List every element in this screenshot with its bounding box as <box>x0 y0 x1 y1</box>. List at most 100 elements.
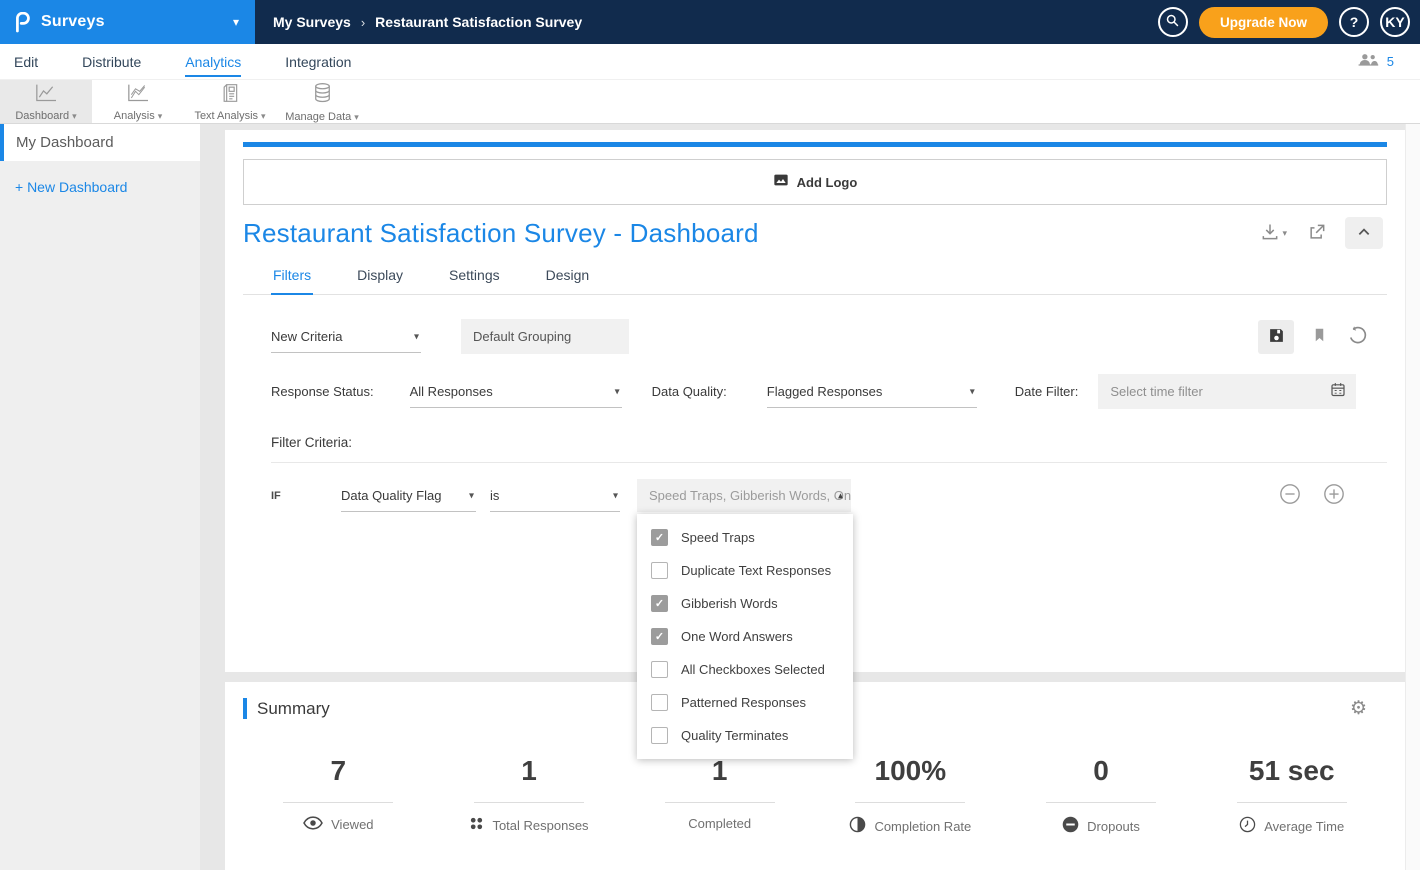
tab-filters[interactable]: Filters <box>271 259 313 295</box>
chevron-up-icon <box>1355 225 1373 242</box>
tab-design[interactable]: Design <box>544 259 592 295</box>
help-button[interactable]: ? <box>1339 7 1369 37</box>
chevron-down-icon: ▾ <box>354 112 359 122</box>
minus-circle-icon <box>1279 483 1301 508</box>
condition-value-multiselect[interactable]: Speed Traps, Gibberish Words, On▴ <box>637 479 851 512</box>
nav-item-edit[interactable]: Edit <box>14 47 38 77</box>
checkbox-unchecked[interactable] <box>651 661 668 678</box>
chevron-up-icon: ▴ <box>838 490 843 501</box>
date-filter-label: Date Filter: <box>1015 384 1079 399</box>
option-patterned-responses[interactable]: Patterned Responses <box>637 686 853 719</box>
toolbar-item-analysis[interactable]: Analysis▾ <box>92 80 184 123</box>
toolbar-label-text-analysis: Text Analysis <box>194 110 258 122</box>
search-button[interactable] <box>1158 7 1188 37</box>
checkbox-unchecked[interactable] <box>651 562 668 579</box>
sidebar-item-my-dashboard[interactable]: My Dashboard <box>0 124 200 161</box>
dashboard-sidebar: My Dashboard + New Dashboard <box>0 124 200 870</box>
download-icon <box>1260 222 1280 245</box>
chevron-down-icon: ▾ <box>1282 228 1287 239</box>
grouping-input[interactable] <box>461 319 629 354</box>
brand-logo-icon <box>14 12 31 33</box>
option-quality-terminates[interactable]: Quality Terminates <box>637 719 853 752</box>
stat-completion-rate: 100% Completion Rate <box>815 755 1006 836</box>
save-button[interactable] <box>1258 320 1294 354</box>
data-quality-select[interactable]: Flagged Responses▾ <box>767 376 977 408</box>
condition-operator-select[interactable]: is▾ <box>490 480 620 512</box>
card-accent-bar <box>243 142 1387 147</box>
analysis-chart-icon <box>125 83 151 108</box>
stat-dropouts: 0 Dropouts <box>1006 755 1197 836</box>
page-title: Restaurant Satisfaction Survey - Dashboa… <box>243 218 759 249</box>
checkbox-checked[interactable] <box>651 628 668 645</box>
option-all-checkboxes-selected[interactable]: All Checkboxes Selected <box>637 653 853 686</box>
collapse-button[interactable] <box>1345 217 1383 249</box>
text-analysis-document-icon <box>219 83 241 108</box>
nav-item-integration[interactable]: Integration <box>285 47 351 77</box>
add-condition-button[interactable] <box>1321 481 1347 510</box>
tab-display[interactable]: Display <box>355 259 405 295</box>
chevron-down-icon: ▾ <box>613 490 618 501</box>
chevron-down-icon: ▾ <box>414 331 419 342</box>
chevron-down-icon: ▾ <box>72 111 77 121</box>
if-label: IF <box>271 490 341 502</box>
toolbar-item-manage-data[interactable]: Manage Data▾ <box>276 80 368 123</box>
upgrade-now-button[interactable]: Upgrade Now <box>1199 7 1328 38</box>
checkbox-unchecked[interactable] <box>651 727 668 744</box>
stat-viewed: 7 Viewed <box>243 755 434 836</box>
collaborators-icon <box>1357 51 1379 73</box>
checkbox-checked[interactable] <box>651 595 668 612</box>
collaborators-count: 5 <box>1387 54 1394 69</box>
reset-icon <box>1347 325 1367 348</box>
breadcrumb-current: Restaurant Satisfaction Survey <box>375 14 582 30</box>
nav-item-analytics[interactable]: Analytics <box>185 47 241 77</box>
dots-grid-icon <box>469 816 484 834</box>
option-duplicate-text-responses[interactable]: Duplicate Text Responses <box>637 554 853 587</box>
date-filter-input[interactable] <box>1098 374 1356 409</box>
remove-condition-button[interactable] <box>1277 481 1303 510</box>
add-logo-dropzone[interactable]: Add Logo <box>243 159 1387 205</box>
half-pie-icon <box>849 816 866 836</box>
dashboard-tabs: Filters Display Settings Design <box>243 259 1387 295</box>
multiselect-dropdown: Speed Traps Duplicate Text Responses Gib… <box>637 514 853 759</box>
checkbox-unchecked[interactable] <box>651 694 668 711</box>
avatar[interactable]: KY <box>1380 7 1410 37</box>
reset-button[interactable] <box>1345 323 1369 350</box>
data-quality-label: Data Quality: <box>652 384 727 399</box>
breadcrumb: My Surveys › Restaurant Satisfaction Sur… <box>255 0 1158 44</box>
gear-icon[interactable]: ⚙ <box>1350 699 1367 718</box>
summary-stats: 7 Viewed 1 <box>243 755 1387 836</box>
share-button[interactable] <box>1305 220 1329 247</box>
stat-completed: 1 Completed <box>624 755 815 836</box>
share-icon <box>1307 222 1327 245</box>
calendar-icon[interactable] <box>1330 381 1346 402</box>
toolbar-label-analysis: Analysis <box>114 110 155 122</box>
criteria-select[interactable]: New Criteria▾ <box>271 321 421 353</box>
tab-settings[interactable]: Settings <box>447 259 502 295</box>
nav-item-distribute[interactable]: Distribute <box>82 47 141 77</box>
option-gibberish-words[interactable]: Gibberish Words <box>637 587 853 620</box>
breadcrumb-separator: › <box>361 15 365 30</box>
add-logo-label: Add Logo <box>797 175 858 190</box>
new-dashboard-button[interactable]: + New Dashboard <box>15 179 200 195</box>
stat-average-time: 51 sec Average Time <box>1196 755 1387 836</box>
option-speed-traps[interactable]: Speed Traps <box>637 521 853 554</box>
chevron-down-icon: ▾ <box>261 111 266 121</box>
save-icon <box>1268 327 1285 347</box>
download-button[interactable]: ▾ <box>1258 220 1289 247</box>
breadcrumb-parent[interactable]: My Surveys <box>273 14 351 30</box>
chevron-down-icon[interactable]: ▾ <box>233 15 239 29</box>
option-one-word-answers[interactable]: One Word Answers <box>637 620 853 653</box>
collaborators[interactable]: 5 <box>1357 51 1406 73</box>
checkbox-checked[interactable] <box>651 529 668 546</box>
app-switcher[interactable]: Surveys ▾ <box>0 0 255 44</box>
response-status-select[interactable]: All Responses▾ <box>410 376 622 408</box>
toolbar-label-dashboard: Dashboard <box>15 110 69 122</box>
toolbar-item-dashboard[interactable]: Dashboard▾ <box>0 80 92 123</box>
filter-criteria-label: Filter Criteria: <box>271 435 1387 450</box>
chevron-down-icon: ▾ <box>970 386 975 397</box>
condition-field-select[interactable]: Data Quality Flag▾ <box>341 480 476 512</box>
toolbar-item-text-analysis[interactable]: Text Analysis▾ <box>184 80 276 123</box>
bookmark-button[interactable] <box>1310 324 1329 349</box>
topbar: Surveys ▾ My Surveys › Restaurant Satisf… <box>0 0 1420 44</box>
scrollbar-track[interactable] <box>1405 124 1420 870</box>
